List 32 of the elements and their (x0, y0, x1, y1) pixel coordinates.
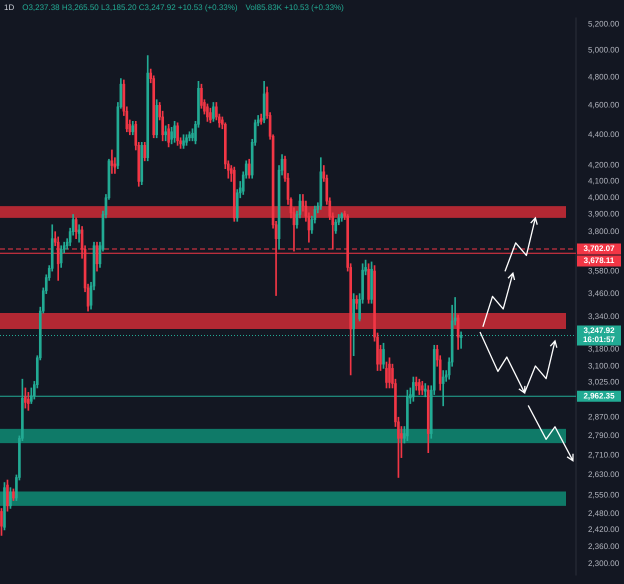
y-tick-label: 4,100.00 (588, 176, 620, 186)
y-tick-label: 3,100.00 (588, 361, 620, 370)
y-tick-label: 4,200.00 (588, 160, 620, 170)
y-tick-label: 5,200.00 (588, 20, 620, 29)
y-tick-label: 4,800.00 (588, 72, 620, 82)
ref-line-label: 3,702.07 (583, 244, 616, 254)
y-tick-label: 3,460.00 (588, 288, 620, 298)
y-tick-label: 2,300.00 (588, 558, 620, 568)
y-tick-label: 3,340.00 (588, 312, 620, 322)
chart-title: 1D (4, 3, 14, 12)
y-tick-label: 4,600.00 (588, 100, 620, 110)
text: O3,237.38 H3,265.50 L3,185.20 C3,247.92 +10.53 (+0.33%) (22, 3, 238, 12)
y-tick-label: 2,790.00 (588, 431, 620, 440)
ref-line-label: 2,962.35 (583, 392, 616, 401)
y-tick-label: 2,630.00 (588, 470, 620, 480)
y-tick-label: 2,710.00 (588, 450, 620, 460)
ref-line-label: 3,678.11 (584, 256, 615, 266)
y-tick-label: 2,360.00 (588, 542, 620, 551)
y-tick-label: 2,870.00 (588, 412, 620, 422)
y-tick-label: 2,480.00 (588, 508, 620, 518)
y-tick-label: 4,400.00 (588, 130, 620, 139)
text: Vol85.83K +10.53 (+0.33%) (246, 3, 344, 12)
y-tick-label: 2,420.00 (588, 525, 620, 534)
y-tick-label: 3,180.00 (588, 344, 620, 354)
y-tick-label: 3,800.00 (588, 226, 620, 236)
y-tick-label: 3,025.00 (588, 378, 620, 387)
ref-line-label: 3,247.92 16:01:57 (582, 326, 616, 344)
y-tick-label: 4,000.00 (588, 192, 620, 202)
y-tick-label: 5,000.00 (588, 45, 620, 54)
y-tick-label: 3,580.00 (588, 266, 620, 276)
y-tick-label: 3,900.00 (588, 210, 620, 219)
y-tick-label: 2,550.00 (588, 490, 620, 500)
